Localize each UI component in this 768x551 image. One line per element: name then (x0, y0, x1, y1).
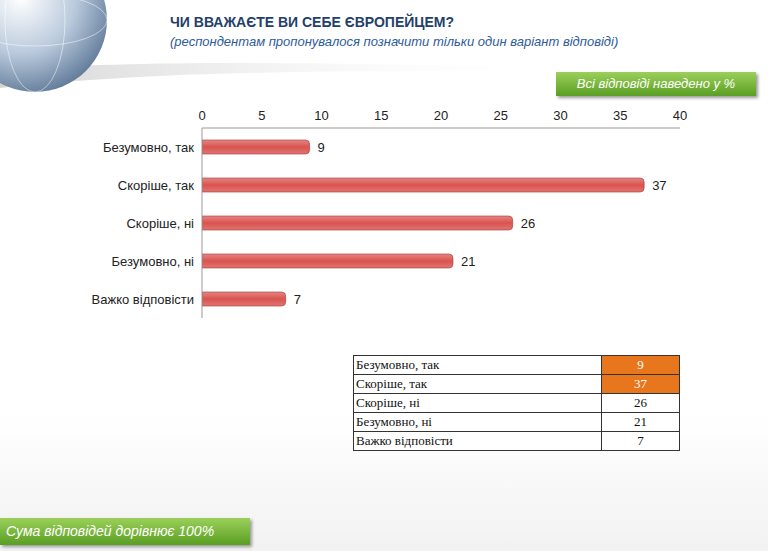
svg-text:20: 20 (434, 108, 448, 123)
html-text:Скоріше, так: Скоріше, так (356, 376, 428, 391)
html-text:Скоріше, ні: Скоріше, ні (356, 395, 420, 410)
html-text:Безумовно, ні: Безумовно, ні (356, 414, 432, 429)
svg-text:35: 35 (613, 108, 627, 123)
svg-text:Важко відповісти: Важко відповісти (92, 292, 194, 307)
svg-text:15: 15 (374, 108, 388, 123)
html-text:ЧИ ВВАЖАЄТЕ ВИ СЕБЕ ЄВРОПЕЙЦЕМ: ЧИ ВВАЖАЄТЕ ВИ СЕБЕ ЄВРОПЕЙЦЕМ? (170, 14, 455, 30)
html-text:21: 21 (634, 414, 647, 429)
svg-text:0: 0 (198, 108, 205, 123)
svg-text:Безумовно, ні: Безумовно, ні (112, 254, 195, 269)
html-text:Сума відповідей дорівнює 100%: Сума відповідей дорівнює 100% (6, 523, 215, 539)
svg-text:21: 21 (461, 254, 475, 269)
html-text:7: 7 (637, 433, 644, 448)
svg-text:Скоріше, ні: Скоріше, ні (126, 216, 194, 231)
svg-text:Безумовно, так: Безумовно, так (103, 140, 194, 155)
svg-text:Скоріше, так: Скоріше, так (118, 178, 194, 193)
html-text:Безумовно, так: Безумовно, так (356, 357, 440, 372)
html-text:Всі відповіді наведено у %: Всі відповіді наведено у % (576, 76, 736, 91)
svg-text:30: 30 (553, 108, 567, 123)
html-text:26: 26 (634, 395, 647, 410)
svg-text:9: 9 (318, 140, 325, 155)
svg-text:37: 37 (652, 178, 666, 193)
svg-text:26: 26 (521, 216, 535, 231)
html-text:Важко відповісти: Важко відповісти (356, 433, 453, 448)
svg-text:7: 7 (294, 292, 301, 307)
svg-text:5: 5 (258, 108, 265, 123)
svg-text:25: 25 (494, 108, 508, 123)
html-text:37: 37 (634, 376, 647, 391)
svg-text:40: 40 (673, 108, 687, 123)
svg-text:10: 10 (314, 108, 328, 123)
html-text:9: 9 (637, 357, 644, 372)
html-text:(респондентам пропонувалося по: (респондентам пропонувалося позначити ті… (170, 34, 619, 49)
